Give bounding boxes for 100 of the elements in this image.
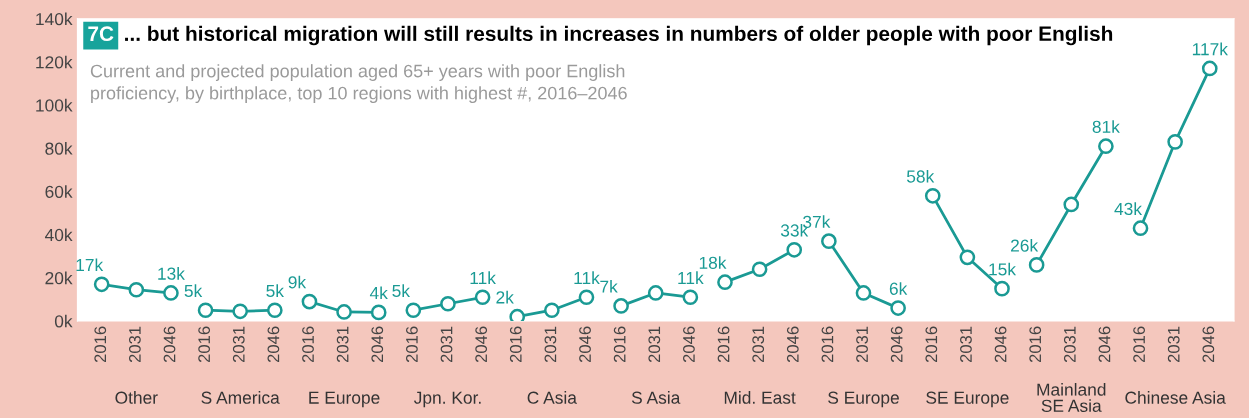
y-tick-label: 80k [45,142,73,155]
y-tick-label: 140k [36,12,73,26]
data-label: 9k [288,275,307,289]
point [232,303,249,320]
data-label: 81k [1092,120,1120,134]
data-label: 5k [392,284,411,298]
data-label: 13k [158,267,185,280]
data-label: 4k [369,286,388,300]
x-tick-label: 2046 [475,326,488,363]
text: S Asia [631,391,681,404]
point [1201,60,1218,77]
x-tick-label: 2046 [994,326,1007,363]
text: E Europe [309,391,380,408]
data-label: 5k [184,284,203,298]
data-label: 117k [1192,42,1228,56]
point [1028,257,1045,273]
x-tick-label: 2016 [406,326,418,363]
text: Chinese Asia [1125,391,1226,404]
x-tick-label: 2016 [509,326,522,363]
x-tick-label: 2031 [128,326,141,363]
x-tick-label: 2016 [302,326,314,363]
data-label: 17k [76,258,104,271]
point [682,289,699,306]
point [440,295,456,312]
point [786,241,803,258]
x-tick-label: 2046 [163,326,176,363]
data-label: 58k [906,169,935,183]
point [405,302,422,319]
text: S Europe [828,391,899,408]
y-tick-label: 120k [36,55,73,69]
x-tick-label: 2031 [752,326,765,363]
point [1167,134,1183,150]
y-tick-label: 60k [45,185,73,198]
y-tick-label: 20k [45,271,73,285]
x-tick-label: 2016 [94,326,107,363]
point [890,300,906,316]
text: C Asia [527,391,577,404]
x-tick-label: 2031 [544,326,557,363]
point [717,274,733,291]
annotation: 7C [88,26,114,42]
data-label: 26k [1011,238,1039,252]
y-tick-label: 0k [54,314,73,328]
point [163,285,179,301]
point [128,281,145,298]
x-tick-label: 2046 [371,326,384,363]
data-label: 5k [266,284,285,298]
text: Mainland SE Asia [1037,383,1106,412]
point [578,289,595,306]
x-tick-label: 2031 [648,326,661,363]
x-tick-label: 2031 [960,326,972,363]
point [301,293,318,310]
data-label: 6k [889,282,908,295]
x-tick-label: 2016 [821,326,834,363]
x-tick-label: 2046 [579,326,591,363]
x-tick-label: 2046 [1202,326,1215,363]
point [821,233,837,249]
data-label: 2k [496,290,514,304]
x-tick-label: 2031 [1167,326,1180,363]
data-label: 15k [989,262,1017,276]
y-tick-label: 100k [36,98,73,112]
x-tick-label: 2046 [683,326,695,363]
x-tick-label: 2031 [336,326,349,363]
data-label: 18k [699,256,727,270]
x-tick-label: 2031 [440,326,453,363]
point [1063,196,1080,213]
x-tick-label: 2031 [856,326,868,363]
data-label: 7k [600,280,618,293]
text: S America [201,391,280,404]
point [855,285,872,301]
point [1098,138,1114,155]
data-label: 43k [1114,202,1143,216]
x-tick-label: 2031 [232,326,245,363]
text: Jpn. Kor. [413,391,481,408]
x-tick-label: 2016 [925,326,938,363]
point [994,280,1010,297]
data-label: 11k [574,271,600,284]
point [93,276,110,293]
data-label: 11k [470,271,496,284]
point [613,298,629,314]
x-tick-label: 2016 [198,326,211,363]
point [647,285,664,301]
x-tick-label: 2031 [1063,326,1076,363]
data-label: 11k [678,271,704,284]
point [959,249,976,266]
point [197,302,214,319]
x-tick-label: 2046 [267,326,280,363]
text: Mid. East [724,391,796,404]
y-tick-label: 40k [44,228,73,242]
text: Other [115,391,158,404]
x-tick-label: 2016 [1133,326,1145,363]
point [751,261,768,278]
text: SE Europe [926,391,1009,408]
point [266,302,283,319]
point [474,289,491,306]
x-tick-label: 2016 [1029,326,1042,363]
x-tick-label: 2016 [613,326,626,363]
x-tick-label: 2016 [717,326,730,363]
x-tick-label: 2046 [890,326,903,363]
point [924,187,941,204]
point [544,302,560,319]
